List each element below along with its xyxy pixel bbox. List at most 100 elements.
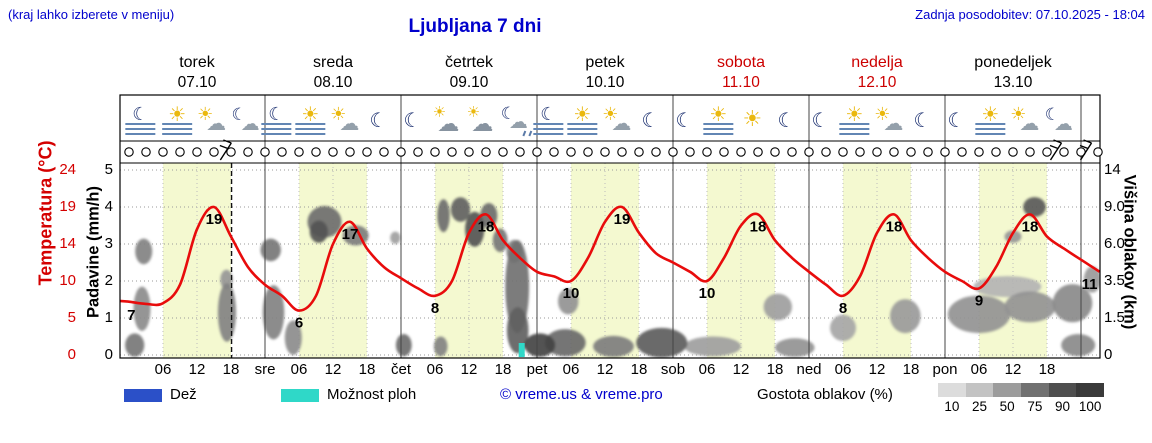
x-axis-label-sob: sob <box>660 361 686 378</box>
x-axis-label-čet: čet <box>390 361 411 378</box>
svg-text:☾: ☾ <box>1045 105 1060 125</box>
cloud-density-tick: 100 <box>1078 399 1102 414</box>
weather-icon-sun-cloud: ☀☁ <box>1010 104 1039 135</box>
weather-icon-sun-cloud: ☀☁ <box>330 104 359 135</box>
precip-tick: 4 <box>104 198 113 215</box>
precip-tick: 3 <box>104 235 113 252</box>
x-axis-label-18: 18 <box>494 361 512 378</box>
x-axis-label-pon: pon <box>932 361 958 378</box>
x-axis-label-06: 06 <box>154 361 172 378</box>
svg-text:19: 19 <box>206 211 223 228</box>
x-axis-label-06: 06 <box>698 361 716 378</box>
svg-text:☾: ☾ <box>540 104 556 125</box>
day-name-petek: petek <box>585 54 625 71</box>
x-axis-label-06: 06 <box>562 361 580 378</box>
svg-text:☀: ☀ <box>467 103 480 121</box>
svg-text:☾: ☾ <box>947 108 965 132</box>
svg-text:9: 9 <box>975 292 983 309</box>
weather-icon-moon: ☾ <box>675 108 693 132</box>
day-name-četrtek: četrtek <box>444 54 493 71</box>
svg-text:8: 8 <box>839 300 847 317</box>
day-separators <box>264 95 1082 358</box>
cloud-density-tick: 90 <box>1054 399 1070 414</box>
x-axis-label-18: 18 <box>902 361 920 378</box>
day-date-ponedeljek: 13.10 <box>993 74 1033 91</box>
x-axis-label-12: 12 <box>1004 361 1022 378</box>
svg-text:17: 17 <box>342 226 359 243</box>
x-axis-label-18: 18 <box>630 361 648 378</box>
svg-text:☁: ☁ <box>339 111 359 135</box>
cloud-density-tick: 10 <box>944 399 960 414</box>
svg-text:☾: ☾ <box>501 104 516 124</box>
svg-text:☀: ☀ <box>433 103 446 121</box>
svg-text:☀: ☀ <box>301 102 319 126</box>
svg-text:☾: ☾ <box>369 108 387 132</box>
weather-icon-cloud-sun: ☀☁ <box>467 103 494 137</box>
svg-text:7: 7 <box>127 307 135 324</box>
last-update-text: Zadnja posodobitev: 07.10.2025 - 18:04 <box>915 7 1145 22</box>
location-hint: (kraj lahko izberete v meniju) <box>8 7 175 22</box>
temperature-tick: 0 <box>67 346 76 363</box>
svg-text:☀: ☀ <box>573 102 591 126</box>
weather-icon-sun-cloud: ☀☁ <box>602 104 631 135</box>
x-axis-label-06: 06 <box>290 361 308 378</box>
day-date-četrtek: 09.10 <box>449 74 489 91</box>
temperature-point-labels: 7 19 6 17 8 18 10 19 10 18 8 18 9 18 11 <box>127 211 1097 332</box>
svg-text:☁: ☁ <box>1019 111 1039 135</box>
svg-text:☾: ☾ <box>641 108 659 132</box>
day-date-torek: 07.10 <box>177 74 217 91</box>
precip-tick: 2 <box>104 272 113 289</box>
weather-icon-moon: ☾ <box>403 108 421 132</box>
day-name-nedelja: nedelja <box>851 54 903 71</box>
weather-icon-moon-fog: ☾ <box>125 104 156 135</box>
svg-text:☀: ☀ <box>330 104 346 125</box>
sky-icons: ☾ ☀ ☀☁ ☾☁ ☾ ☀ ☀☁ ☾ ☾ ☀☁ ☀☁ ☾☁ ☾ ☀ ☀☁ ☾ ☾ ☀ ☀ ☾ ☾ ☀ ☀☁ ☾ ☾ ☀ ☀☁ ☾☁ <box>125 102 1073 137</box>
svg-text:18: 18 <box>750 218 767 235</box>
x-axis-label-12: 12 <box>868 361 886 378</box>
shower-marks <box>518 343 525 357</box>
cloudheight-tick: 0 <box>1104 346 1113 363</box>
cloud-density-swatch-50 <box>993 383 1021 397</box>
x-axis-label-06: 06 <box>970 361 988 378</box>
svg-text:10: 10 <box>563 285 580 302</box>
day-name-ponedeljek: ponedeljek <box>974 54 1052 71</box>
weather-icon-sun-fog: ☀ <box>162 102 193 135</box>
weather-icon-moon: ☾ <box>913 108 931 132</box>
svg-text:☀: ☀ <box>709 102 727 126</box>
x-axis-label-12: 12 <box>732 361 750 378</box>
x-axis-label-06: 06 <box>426 361 444 378</box>
svg-text:☀: ☀ <box>742 107 762 132</box>
x-axis-label-18: 18 <box>358 361 376 378</box>
day-date-sreda: 08.10 <box>313 74 353 91</box>
showers-legend-swatch <box>281 389 319 402</box>
day-name-sobota: sobota <box>716 54 766 71</box>
svg-text:☾: ☾ <box>811 108 829 132</box>
temperature-tick: 14 <box>59 235 76 252</box>
precip-tick: 0 <box>104 346 113 363</box>
cloud-density-tick: 25 <box>971 399 987 414</box>
svg-text:☁: ☁ <box>1054 113 1073 135</box>
cloudheight-tick: 1.5 <box>1104 309 1125 326</box>
svg-text:☁: ☁ <box>437 112 459 137</box>
precip-tick: 5 <box>104 161 113 178</box>
weather-icon-moon: ☾ <box>641 108 659 132</box>
svg-text:☾: ☾ <box>403 108 421 132</box>
weather-icon-moon-cloud: ☾☁ <box>1045 105 1073 135</box>
precip-tick: 1 <box>104 309 113 326</box>
weather-icon-moon: ☾ <box>811 108 829 132</box>
day-date-sobota: 11.10 <box>722 74 760 91</box>
rain-legend-swatch <box>124 389 162 402</box>
cloudheight-tick: 9.0 <box>1104 198 1125 215</box>
svg-text:☀: ☀ <box>845 102 863 126</box>
temperature-tick: 24 <box>59 161 76 178</box>
svg-text:☾: ☾ <box>232 105 247 125</box>
copyright-link[interactable]: © vreme.us & vreme.pro <box>500 386 663 403</box>
weather-icon-sun-fog: ☀ <box>295 102 326 135</box>
cloud-density-swatch-10 <box>938 383 966 397</box>
svg-text:19: 19 <box>614 211 631 228</box>
cloud-density-tick: 50 <box>999 399 1015 414</box>
svg-text:☁: ☁ <box>509 111 528 133</box>
x-axis-label-12: 12 <box>188 361 206 378</box>
cloud-density-scale: 10 25 50 75 90 100 <box>938 383 1104 417</box>
